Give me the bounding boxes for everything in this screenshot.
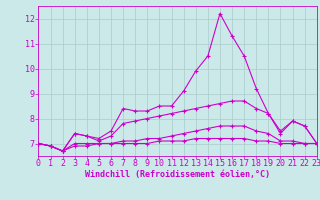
X-axis label: Windchill (Refroidissement éolien,°C): Windchill (Refroidissement éolien,°C) bbox=[85, 170, 270, 179]
